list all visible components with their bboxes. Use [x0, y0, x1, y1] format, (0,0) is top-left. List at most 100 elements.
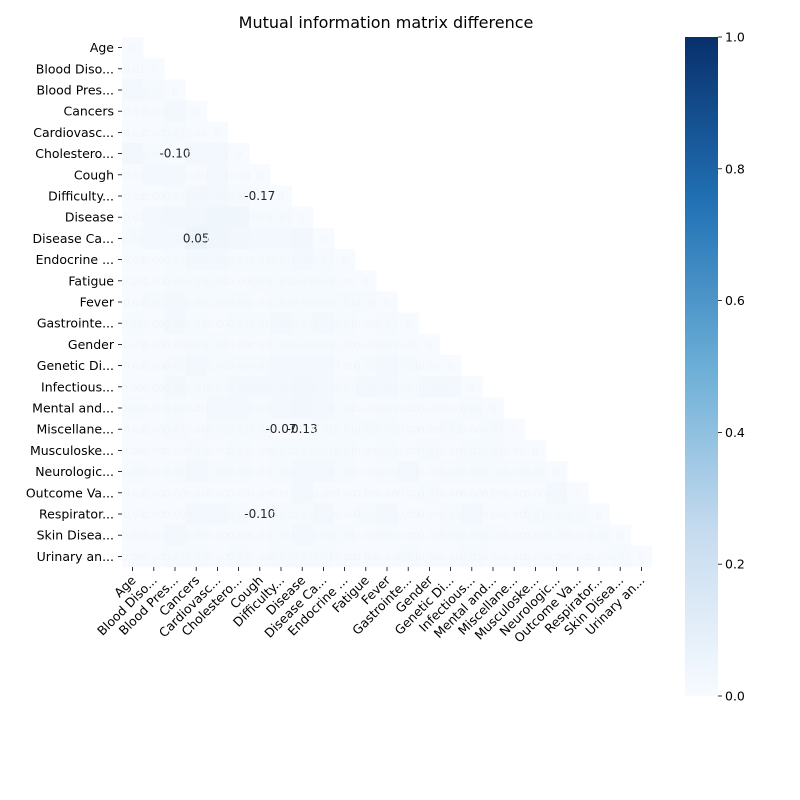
- heatmap-cell: [334, 461, 356, 483]
- heatmap-cell: [312, 227, 335, 250]
- heatmap-cell-label: 0.01: [333, 319, 355, 330]
- heatmap-cell-label: 0: [469, 383, 475, 394]
- heatmap-cell: [249, 418, 271, 441]
- heatmap-cell-label: -0.01: [120, 298, 146, 309]
- heatmap-cell-label: 0.01: [333, 446, 355, 457]
- heatmap-cell-label: 0.01: [588, 531, 610, 542]
- heatmap-cell: [122, 545, 144, 568]
- heatmap-cell-label: 0.02: [121, 86, 143, 97]
- heatmap-cell: [164, 291, 186, 313]
- heatmap-cell-label: 0.00: [206, 319, 228, 330]
- heatmap-cell-label: 0.01: [143, 298, 165, 309]
- heatmap-cell-label: 0.00: [482, 552, 504, 563]
- heatmap-cell: [376, 461, 398, 483]
- heatmap-cell: [482, 418, 504, 441]
- heatmap-cell-label: 0.01: [185, 298, 207, 309]
- heatmap-cell-label: 0.00: [461, 489, 483, 500]
- heatmap-cell: [122, 227, 144, 250]
- heatmap-cell: [143, 227, 165, 250]
- heatmap-cell-label: 0.02: [270, 362, 292, 373]
- heatmap-cell: [397, 418, 420, 441]
- heatmap-cell-label: 0.01: [355, 425, 377, 436]
- y-axis-tick-label: Age: [90, 40, 114, 55]
- heatmap-cell-label: 0.00: [418, 531, 440, 542]
- heatmap-cell: [524, 461, 547, 483]
- heatmap-cell: [122, 376, 144, 398]
- heatmap-cell: [334, 249, 356, 271]
- heatmap-cell-label: 0.01: [185, 319, 207, 330]
- y-axis-tick-label: Outcome Va...: [26, 485, 114, 500]
- heatmap-cell: [143, 524, 165, 547]
- heatmap-cell-label: 0.00: [143, 510, 165, 521]
- heatmap-cell: [312, 249, 335, 271]
- heatmap-cell-label: 0.01: [185, 383, 207, 394]
- heatmap-cell: [143, 355, 165, 377]
- y-axis-tick-label: Musculoske...: [30, 443, 114, 458]
- heatmap-cell-label: 0.01: [376, 446, 398, 457]
- heatmap-cell-label: 0.01: [164, 404, 186, 415]
- heatmap-cell: [270, 397, 292, 419]
- heatmap-cell-label: 0.01: [164, 277, 186, 288]
- heatmap-cell: [164, 524, 186, 547]
- heatmap-cell-label: 0.00: [121, 552, 143, 563]
- heatmap-cell-labels: 0-0.01 00.020.01 0-0.010.000.02 0-0.010.000…: [120, 44, 645, 564]
- heatmap-cell: [376, 376, 398, 398]
- heatmap-cell: [312, 270, 335, 292]
- heatmap-cell-label: 0.02: [312, 319, 334, 330]
- heatmap-cell-label: 0.00: [249, 489, 271, 500]
- heatmap-cell: [206, 418, 229, 441]
- heatmap-cell: [206, 545, 229, 568]
- heatmap-cell-label: 0.00: [249, 531, 271, 542]
- heatmap-cell-label: 0.01: [270, 446, 292, 457]
- y-axis-tick-label: Gastrointe...: [37, 316, 114, 331]
- heatmap-cell: [122, 249, 144, 271]
- heatmap-cell-label: 0.02: [312, 510, 334, 521]
- heatmap-cell: [249, 164, 271, 186]
- heatmap-cell-label: 0.00: [439, 489, 461, 500]
- heatmap-cell: [546, 503, 568, 525]
- heatmap-cell: [164, 397, 186, 419]
- y-axis-tick-label: Gender: [68, 337, 115, 352]
- heatmap-cell: [440, 482, 462, 504]
- heatmap-cell: [397, 503, 420, 525]
- heatmap-cell-label: 0.00: [355, 468, 377, 479]
- heatmap-cell-label: 0.01: [312, 531, 334, 542]
- heatmap-cell-label: 0.00: [185, 489, 207, 500]
- heatmap-cell: [164, 79, 186, 101]
- heatmap-cell-label: 0.00: [355, 531, 377, 542]
- heatmap-cell: [228, 249, 250, 271]
- heatmap-cell-label: 0.00: [270, 489, 292, 500]
- heatmap-cell: [185, 121, 208, 144]
- heatmap-cell-label: 0.00: [524, 552, 546, 563]
- heatmap-cell-label: 0.00: [355, 340, 377, 351]
- y-axis-tick-label: Disease Ca...: [33, 231, 114, 246]
- heatmap-cell-label: 0.03: [164, 213, 186, 224]
- y-axis-tick-label: Cough: [74, 167, 114, 182]
- heatmap-cell-label: 0.01: [312, 256, 334, 267]
- heatmap-cell: [503, 418, 526, 441]
- heatmap-cell: [270, 461, 292, 483]
- heatmap-cell-label: 0.01: [164, 552, 186, 563]
- heatmap-cell-label: 0.00: [143, 446, 165, 457]
- heatmap-cell: [334, 376, 356, 398]
- heatmap-cell: [206, 121, 229, 144]
- heatmap-cell-label: 0.00: [312, 489, 334, 500]
- heatmap-cell-label: 0.00: [143, 362, 165, 373]
- heatmap-cell-label: 0.00: [418, 404, 440, 415]
- heatmap-cell: [270, 524, 292, 547]
- heatmap-cell: [291, 397, 314, 419]
- heatmap-cell-label: 0.01: [206, 362, 228, 373]
- heatmap-cell: [228, 312, 250, 335]
- heatmap-cell: [334, 333, 356, 356]
- heatmap-cell-label: 0.00: [206, 531, 228, 542]
- heatmap-cell: [270, 376, 292, 398]
- heatmap-cell: [143, 503, 165, 525]
- heatmap-cell-label: 0.02: [206, 150, 228, 161]
- heatmap-cell: [206, 503, 229, 525]
- heatmap-cell-label: 0.00: [143, 404, 165, 415]
- heatmap-cell-label: 0: [638, 552, 644, 563]
- heatmap-cell-label: 0.01: [397, 383, 419, 394]
- heatmap-cell-label: 0.01: [355, 510, 377, 521]
- heatmap-cell-label: 0: [129, 44, 135, 55]
- heatmap-cell-label: 0.01: [249, 425, 271, 436]
